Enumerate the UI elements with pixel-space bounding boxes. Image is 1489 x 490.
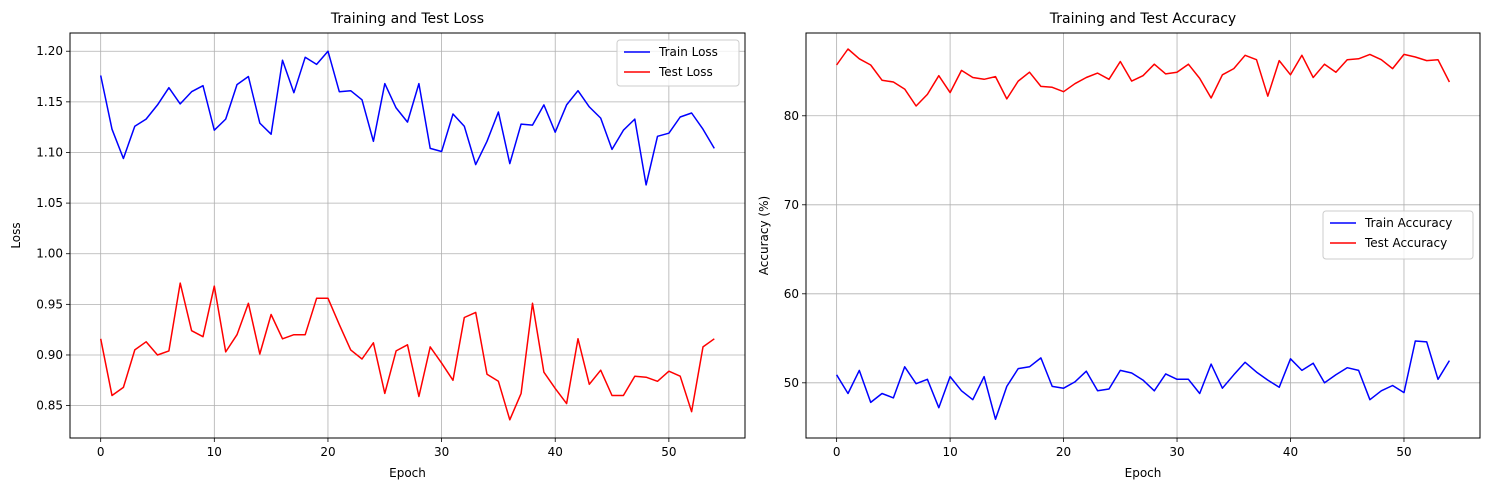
loss-x-ticks: 0 10 20 30 40 50 [97, 438, 677, 459]
loss-y-axis-label: Loss [9, 222, 23, 248]
loss-series-line-test [99, 282, 715, 421]
loss-gridlines [70, 33, 745, 438]
loss-legend: Train Loss Test Loss [616, 39, 740, 87]
accuracy-series-line-test [835, 48, 1451, 107]
accuracy-series-group [835, 48, 1451, 421]
loss-x-tick-label: 30 [434, 445, 449, 459]
loss-y-tick-label: 1.00 [36, 247, 63, 261]
loss-x-tick-label: 40 [548, 445, 563, 459]
loss-y-tick-label: 0.90 [36, 348, 63, 362]
accuracy-x-axis-label: Epoch [1125, 466, 1162, 480]
accuracy-y-tick-label: 60 [784, 287, 799, 301]
accuracy-x-tick-label: 50 [1396, 445, 1411, 459]
accuracy-legend: Train Accuracy Test Accuracy [1322, 210, 1474, 260]
accuracy-series-line-train [835, 340, 1451, 421]
accuracy-chart-panel: 0 10 20 30 40 50 50 60 70 80 Training and Test A… [757, 11, 1481, 480]
loss-y-tick-label: 1.05 [36, 196, 63, 210]
accuracy-x-ticks: 0 10 20 30 40 50 [833, 438, 1412, 459]
accuracy-axes-frame [805, 32, 1481, 439]
loss-y-tick-label: 1.15 [36, 95, 63, 109]
loss-axes-frame [69, 32, 746, 439]
loss-legend-label: Train Loss [658, 45, 718, 59]
accuracy-y-ticks: 50 60 70 80 [784, 109, 806, 390]
accuracy-x-tick-label: 10 [942, 445, 957, 459]
loss-x-axis-label: Epoch [389, 466, 426, 480]
loss-y-tick-label: 1.20 [36, 44, 63, 58]
loss-y-tick-label: 0.95 [36, 297, 63, 311]
accuracy-chart-title: Training and Test Accuracy [1049, 11, 1236, 27]
accuracy-y-axis-label: Accuracy (%) [757, 196, 771, 275]
accuracy-x-tick-label: 20 [1056, 445, 1071, 459]
accuracy-y-tick-label: 70 [784, 198, 799, 212]
loss-series-line-train [99, 50, 715, 186]
loss-series-group [99, 50, 715, 421]
accuracy-x-tick-label: 40 [1283, 445, 1298, 459]
accuracy-legend-label: Test Accuracy [1364, 236, 1447, 250]
loss-legend-label: Test Loss [658, 65, 713, 79]
accuracy-x-tick-label: 30 [1169, 445, 1184, 459]
accuracy-legend-label: Train Accuracy [1364, 216, 1452, 230]
accuracy-gridlines [806, 33, 1480, 438]
loss-x-tick-label: 50 [661, 445, 676, 459]
loss-x-tick-label: 10 [207, 445, 222, 459]
loss-x-tick-label: 20 [320, 445, 335, 459]
loss-y-tick-label: 0.85 [36, 399, 63, 413]
accuracy-y-tick-label: 50 [784, 376, 799, 390]
loss-y-tick-label: 1.10 [36, 145, 63, 159]
loss-y-ticks: 0.85 0.90 0.95 1.00 1.05 1.10 1.15 1.20 [36, 44, 70, 413]
accuracy-x-tick-label: 0 [833, 445, 841, 459]
loss-x-tick-label: 0 [97, 445, 105, 459]
accuracy-legend-box [1322, 210, 1474, 260]
accuracy-y-tick-label: 80 [784, 109, 799, 123]
loss-chart-title: Training and Test Loss [330, 11, 484, 27]
loss-chart-panel: 0 10 20 30 40 50 0.85 0.90 0.95 1.00 1.05 1.10 1.15… [9, 11, 746, 480]
